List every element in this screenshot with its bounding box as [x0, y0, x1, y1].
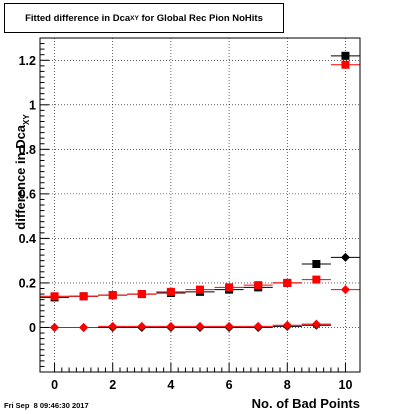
chart-title-subscript: XY	[130, 14, 139, 22]
series-1	[40, 51, 360, 302]
y-tick-label: 0.6	[19, 187, 36, 201]
data-point	[282, 320, 292, 330]
y-tick-label: 0.2	[19, 276, 36, 290]
data-point	[341, 60, 350, 69]
data-point	[137, 321, 147, 331]
data-point	[340, 252, 350, 262]
series-4	[40, 285, 360, 332]
data-point	[108, 291, 117, 300]
data-point	[341, 51, 350, 60]
data-series	[40, 51, 360, 332]
data-point	[312, 275, 321, 284]
data-point	[79, 322, 89, 332]
data-point	[195, 321, 205, 331]
chart-title: Fitted difference in Dca XY for Global Re…	[4, 3, 284, 33]
data-point	[50, 292, 59, 301]
series-2	[40, 60, 360, 301]
axes: 0 2 4 6 8 10 0 0.2 0.4 0.6 0.8 1 1.2	[19, 37, 361, 392]
data-point	[137, 290, 146, 299]
y-axis-label: difference in DcaXY	[13, 114, 31, 229]
data-point	[108, 321, 118, 331]
y-axis-label-subscript: XY	[22, 114, 31, 125]
data-point	[50, 322, 60, 332]
data-point	[311, 319, 321, 329]
timestamp-footer: Fri Sep 8 09:46:30 2017	[4, 401, 89, 410]
data-point	[166, 321, 176, 331]
data-point	[312, 260, 321, 269]
x-tick-label: 4	[167, 378, 174, 392]
data-point	[283, 278, 292, 287]
data-point	[253, 321, 263, 331]
data-point	[224, 321, 234, 331]
chart-title-text: Fitted difference in Dca	[25, 12, 131, 24]
data-point	[340, 285, 350, 295]
data-point	[196, 285, 204, 294]
chart-title-rest: for Global Rec Pion NoHits	[138, 12, 263, 24]
data-point	[166, 287, 175, 296]
data-point	[254, 281, 263, 290]
data-point	[225, 283, 234, 292]
x-tick-label: 8	[284, 378, 291, 392]
y-axis-label-text: difference in Dca	[13, 124, 28, 230]
y-tick-label: 0.8	[19, 143, 36, 157]
y-tick-label: 1	[29, 98, 36, 112]
y-tick-label: 0	[29, 321, 36, 335]
y-tick-label: 0.4	[19, 232, 36, 246]
x-axis-label: No. of Bad Points	[251, 396, 360, 411]
x-tick-label: 0	[51, 378, 58, 392]
y-tick-label: 1.2	[19, 54, 36, 68]
x-tick-label: 6	[226, 378, 233, 392]
x-tick-label: 2	[109, 378, 116, 392]
x-tick-label: 10	[339, 378, 353, 392]
data-point	[79, 292, 88, 301]
